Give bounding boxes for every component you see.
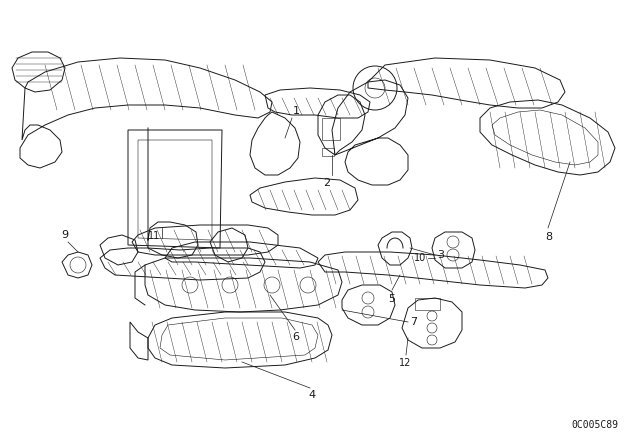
Text: 11: 11 <box>148 231 160 241</box>
Text: 5: 5 <box>388 294 396 304</box>
Text: 2: 2 <box>323 178 330 188</box>
Text: 6: 6 <box>292 332 300 342</box>
Text: 4: 4 <box>308 390 316 400</box>
Text: 10: 10 <box>413 253 426 263</box>
Text: 9: 9 <box>61 230 68 240</box>
Text: 0C005C89: 0C005C89 <box>571 420 618 430</box>
Text: 1: 1 <box>293 106 300 116</box>
Text: 12: 12 <box>399 358 411 368</box>
Text: 7: 7 <box>410 317 417 327</box>
Text: 8: 8 <box>545 232 552 242</box>
Text: 3: 3 <box>437 250 444 260</box>
